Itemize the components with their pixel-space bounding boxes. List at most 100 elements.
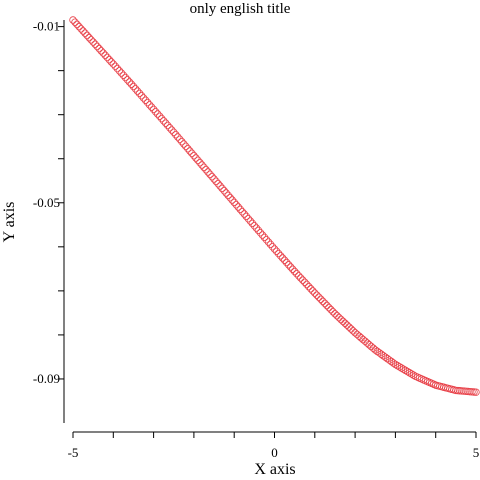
data-point [274, 249, 283, 258]
data-point [319, 297, 327, 306]
data-point [234, 203, 242, 211]
data-point [462, 387, 470, 395]
data-point [403, 367, 412, 376]
data-point [327, 305, 335, 314]
data-point [353, 330, 361, 339]
data-point [77, 25, 85, 33]
data-point [242, 212, 250, 221]
data-point [172, 130, 180, 139]
data-point [405, 369, 414, 377]
data-point [220, 186, 228, 195]
data-point [297, 274, 305, 282]
data-point [294, 272, 303, 280]
x-tick-label: 5 [473, 445, 480, 460]
data-point [347, 325, 355, 333]
data-point [224, 191, 232, 200]
data-point [244, 214, 252, 223]
x-axis-title: X axis [254, 461, 295, 478]
data-point [260, 233, 269, 242]
data-point [95, 44, 103, 53]
data-point [125, 78, 134, 86]
data-point [87, 36, 95, 44]
data-point [343, 321, 351, 329]
data-point [270, 245, 279, 253]
data-point [333, 311, 341, 320]
data-point [153, 110, 162, 118]
data-point [228, 196, 236, 204]
data-point [113, 64, 122, 73]
data-point [71, 18, 79, 26]
data-point [151, 107, 160, 116]
data-point [331, 310, 339, 318]
data-point [194, 156, 202, 165]
data-point [170, 128, 178, 137]
data-point [264, 238, 273, 246]
data-point [464, 387, 472, 396]
data-point [204, 168, 212, 176]
data-point [69, 16, 77, 24]
data-point [313, 291, 321, 299]
data-point [345, 323, 353, 331]
data-point [83, 31, 91, 40]
data-point [466, 387, 474, 396]
data-point [216, 182, 224, 190]
data-point [145, 101, 154, 109]
x-tick-label: 0 [271, 445, 278, 460]
data-point [395, 363, 404, 371]
data-point [290, 267, 299, 276]
data-point [351, 329, 359, 337]
data-point [161, 119, 170, 127]
data-point [286, 263, 295, 271]
data-point [155, 112, 164, 120]
data-point [186, 147, 194, 155]
data-point [210, 175, 218, 183]
data-point [91, 40, 99, 48]
y-tick-label: -0.01 [33, 19, 60, 34]
data-point [280, 256, 289, 264]
data-point [240, 210, 248, 218]
data-point [208, 172, 216, 181]
data-point [272, 247, 281, 255]
x-tick-label: -5 [68, 445, 79, 460]
chart-title: only english title [190, 1, 291, 17]
data-point [101, 51, 109, 59]
data-point [143, 98, 152, 107]
data-point [202, 165, 210, 174]
data-point [391, 360, 400, 369]
data-point [178, 137, 186, 146]
data-point [393, 361, 402, 370]
data-point [349, 327, 357, 335]
data-point [107, 58, 115, 66]
data-point [337, 315, 345, 324]
data-point [468, 388, 476, 396]
data-point [311, 289, 319, 297]
data-point [99, 49, 107, 57]
data-point [303, 280, 311, 289]
data-point [335, 313, 343, 322]
data-point [452, 386, 460, 395]
data-point [73, 20, 81, 29]
data-point [268, 242, 277, 251]
data-point [254, 226, 263, 235]
data-point [361, 337, 369, 345]
y-tick-label: -0.05 [33, 195, 60, 210]
data-point [81, 29, 89, 37]
data-point [323, 301, 331, 310]
data-point [121, 73, 130, 82]
data-point [127, 80, 136, 88]
data-point [341, 319, 349, 327]
y-ticks: -0.09 -0.05 -0.01 [33, 19, 64, 386]
data-point [256, 228, 265, 237]
data-point [176, 135, 184, 144]
data-point [131, 85, 140, 93]
data-point [454, 386, 462, 395]
data-point [460, 387, 468, 395]
data-point [123, 76, 132, 84]
data-point [129, 82, 138, 91]
data-point [456, 387, 464, 395]
data-point [105, 55, 113, 64]
data-point [137, 91, 146, 100]
data-point [200, 163, 208, 172]
data-point [192, 154, 200, 162]
data-point [157, 114, 166, 123]
